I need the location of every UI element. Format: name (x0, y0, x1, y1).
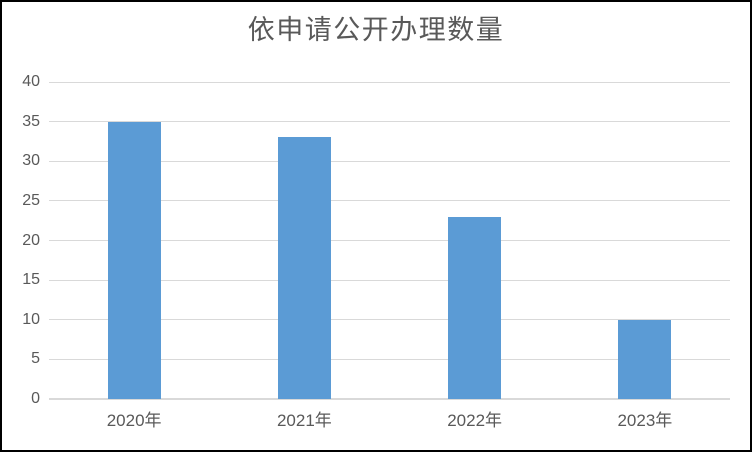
y-axis-tick-label: 20 (22, 231, 40, 249)
x-axis-tick-label: 2021年 (276, 411, 332, 430)
y-axis-tick-label: 10 (22, 310, 40, 328)
gridline-y-35 (49, 121, 730, 123)
gridline-y-15 (49, 279, 730, 281)
x-axis-line (49, 398, 730, 400)
y-axis-tick-label: 30 (22, 152, 40, 170)
gridline-y-30 (49, 160, 730, 162)
gridline-y-10 (49, 319, 730, 321)
chart-title: 依申请公开办理数量 (247, 15, 505, 45)
bar-2022年 (448, 216, 502, 399)
y-axis-tick-label: 15 (22, 271, 40, 289)
y-axis-tick-label: 25 (22, 191, 40, 209)
x-axis-tick-label: 2020年 (106, 411, 162, 430)
x-axis-tick-label: 2023年 (617, 411, 673, 430)
y-axis-tick-label: 35 (22, 112, 40, 130)
gridline-y-20 (49, 240, 730, 241)
y-axis-tick-label: 40 (22, 73, 40, 90)
bar-2020年 (107, 121, 161, 399)
y-axis-tick-label: 5 (31, 350, 40, 368)
bar-2023年 (618, 319, 672, 399)
bar-2021年 (277, 137, 331, 399)
gridline-y-5 (49, 358, 730, 360)
gridline-y-25 (49, 200, 730, 202)
y-axis-tick-label: 0 (31, 390, 40, 407)
plot-area (49, 81, 730, 400)
x-axis-tick-label: 2022年 (447, 411, 503, 430)
gridline-y-40 (49, 81, 730, 83)
